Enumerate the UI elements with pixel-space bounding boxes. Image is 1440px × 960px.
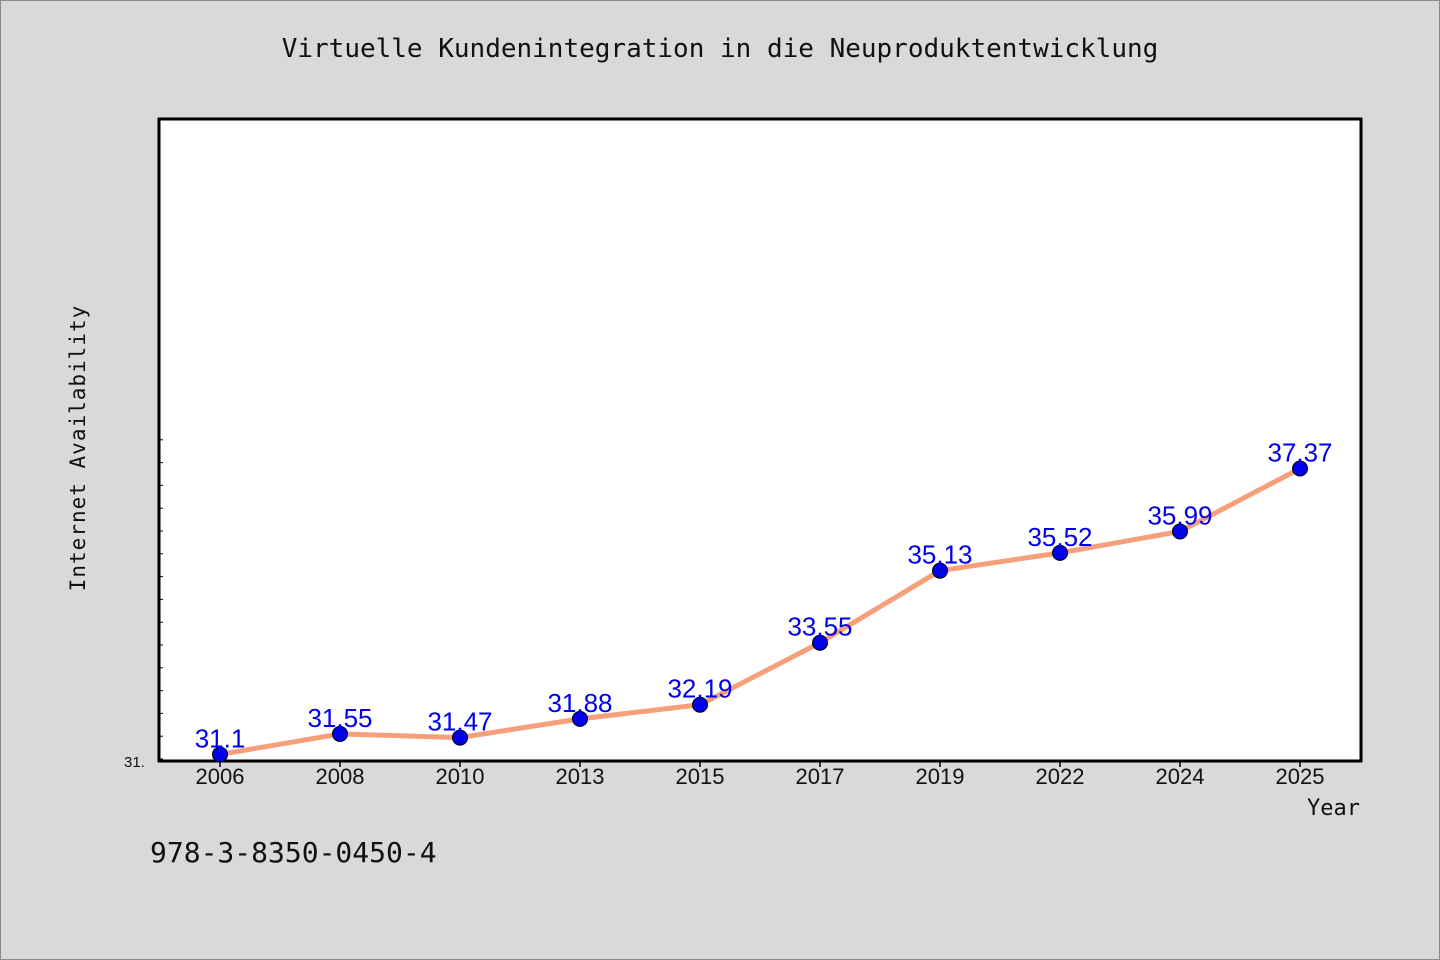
x-tick-label: 2017 bbox=[796, 764, 845, 789]
data-point bbox=[1292, 460, 1308, 477]
data-label: 31.1 bbox=[195, 723, 246, 753]
data-point bbox=[212, 746, 228, 763]
data-point bbox=[452, 729, 468, 746]
data-label: 32.19 bbox=[667, 674, 732, 704]
x-tick-label: 2008 bbox=[316, 764, 365, 789]
data-label: 31.47 bbox=[427, 707, 492, 737]
data-label: 35.99 bbox=[1147, 500, 1212, 530]
data-label: 33.55 bbox=[787, 612, 852, 642]
data-point bbox=[572, 710, 588, 727]
x-tick-label: 2006 bbox=[196, 764, 245, 789]
data-point bbox=[1172, 523, 1188, 540]
data-point bbox=[932, 562, 948, 579]
data-label: 31.88 bbox=[547, 688, 612, 718]
data-label: 37.37 bbox=[1267, 438, 1332, 468]
data-point bbox=[1052, 544, 1068, 561]
data-point bbox=[812, 634, 828, 651]
data-label: 35.52 bbox=[1027, 522, 1092, 552]
data-points bbox=[212, 460, 1308, 763]
data-labels: 31.1 31.55 31.47 31.88 32.19 33.55 35.13 35.52 3… bbox=[195, 438, 1333, 754]
footer-text: 978-3-8350-0450-4 bbox=[150, 836, 437, 869]
data-label: 35.13 bbox=[907, 540, 972, 570]
data-point bbox=[692, 696, 708, 713]
chart-title: Virtuelle Kundenintegration in die Neupr… bbox=[281, 34, 1159, 64]
x-tick-label: 2010 bbox=[436, 764, 485, 789]
data-label: 31.55 bbox=[307, 703, 372, 733]
data-point bbox=[332, 725, 348, 742]
x-tick-label: 2013 bbox=[556, 764, 605, 789]
y-axis-min-label: 31. bbox=[124, 754, 145, 771]
series-line bbox=[217, 466, 1303, 757]
x-tick-label: 2019 bbox=[916, 764, 965, 789]
x-axis-ticks: 2006 2008 2010 2013 2015 2017 2019 2022 2024 2025 bbox=[196, 761, 1325, 789]
plot-area bbox=[157, 117, 1363, 763]
x-tick-label: 2022 bbox=[1036, 764, 1085, 789]
x-tick-label: 2024 bbox=[1156, 764, 1205, 789]
y-axis-ticks bbox=[159, 439, 163, 760]
x-tick-label: 2015 bbox=[676, 764, 725, 789]
x-tick-label: 2025 bbox=[1276, 764, 1325, 789]
x-axis-label: Year bbox=[1307, 796, 1360, 821]
